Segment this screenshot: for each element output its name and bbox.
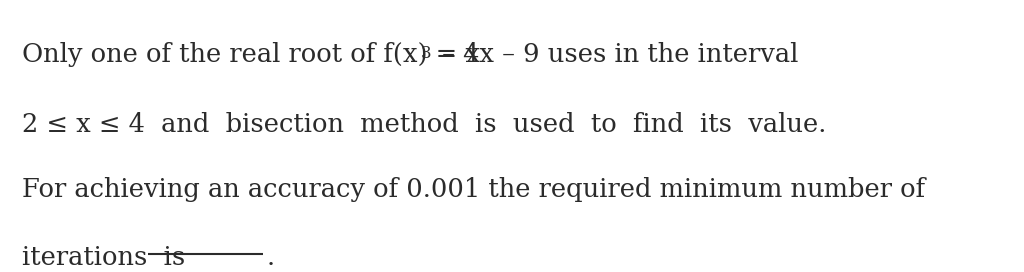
Text: For achieving an accuracy of 0.001 the required minimum number of: For achieving an accuracy of 0.001 the r… bbox=[22, 177, 925, 202]
Text: 3: 3 bbox=[421, 45, 432, 62]
Text: iterations  is: iterations is bbox=[22, 245, 185, 270]
Text: Only one of the real root of f(x) = x: Only one of the real root of f(x) = x bbox=[22, 42, 480, 67]
Text: .: . bbox=[267, 245, 275, 270]
Text: 2 ≤ x ≤ 4  and  bisection  method  is  used  to  find  its  value.: 2 ≤ x ≤ 4 and bisection method is used t… bbox=[22, 112, 826, 137]
Text: – 4x – 9 uses in the interval: – 4x – 9 uses in the interval bbox=[434, 42, 799, 67]
